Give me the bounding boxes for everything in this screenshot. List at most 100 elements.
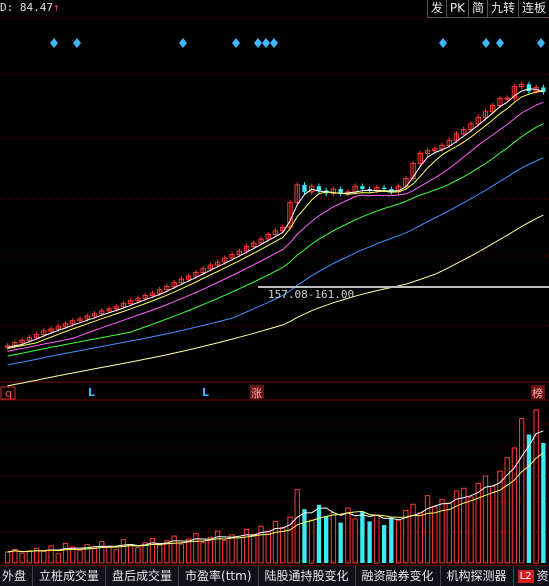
volume-bar [527,434,531,563]
price-annotation: 157.08-161.00 [258,287,549,301]
volume-bar [223,540,227,563]
grid-lines [0,18,549,532]
send-button[interactable]: 发 [427,0,446,18]
tab-pile-volume[interactable]: 立桩成交量 [33,566,106,586]
signal-diamond-icon [270,38,278,48]
volume-bar [215,531,219,563]
candle [317,184,321,194]
tab-pe-ttm[interactable]: 市盈率(ttm) [179,566,258,586]
candle [541,85,545,95]
tab-institution-detector[interactable]: 机构探测器 [441,566,514,586]
volume-bar [237,538,241,563]
volume-bar [367,521,371,563]
tab-outer-market[interactable]: 外盘 [0,566,33,586]
candle-body [302,185,306,192]
volume-bar [252,534,256,563]
volume-ma10-line [8,453,544,552]
tab-northbound-holdings[interactable]: 陆股通持股变化 [259,566,356,586]
tab-after-hours-volume[interactable]: 盘后成交量 [106,566,179,586]
indicator-tab-bar: 外盘 立桩成交量 盘后成交量 市盈率(ttm) 陆股通持股变化 融资融券变化 机… [0,565,549,586]
candle [425,148,429,156]
volume-bar [121,540,125,563]
volume-bar [259,526,263,563]
volume-bar [179,544,183,563]
top-toolbar: 发 PK 简 九转 连板 [427,0,549,18]
volume-ma5-line [8,431,544,552]
tab-margin-trading[interactable]: 融资融券变化 [356,566,441,586]
volume-bar [230,535,234,563]
signal-diamond-icon [73,38,81,48]
volume-bar [353,519,357,563]
volume-bar [281,528,285,563]
ma60-line [8,124,544,356]
l2-badge[interactable]: L2 [518,570,534,583]
signal-diamond-icon [482,38,490,48]
volume-bar [462,488,466,563]
ma20-line [8,102,544,351]
volume-bar [27,551,31,563]
nine-turn-button[interactable]: 九转 [487,0,518,18]
event-label-limit-up[interactable]: 涨 [251,387,262,400]
ma120-line [8,158,544,365]
candle [512,84,516,101]
volume-bar [360,512,364,563]
signal-diamond-icon [537,38,545,48]
volume-bar [100,542,104,563]
moving-average-lines [8,89,544,386]
simple-button[interactable]: 简 [468,0,487,18]
candle-body [360,186,364,189]
left-badge[interactable]: q [5,387,12,400]
volume-bar [519,419,523,563]
signal-markers [50,38,545,48]
indicator-arrow-icon: ↑ [53,1,60,14]
volume-bar [447,503,451,563]
volume-bar [346,508,350,563]
volume-bar [157,545,161,563]
low-label-2: L [202,386,209,399]
candle [411,161,415,181]
volume-bar [129,545,133,563]
volume-bar [491,486,495,563]
candle-body [317,186,321,190]
stock-chart[interactable]: 157.08-161.00 q L L 涨 榜 [0,0,549,564]
volume-bar [114,550,118,563]
volume-bar [107,546,111,563]
candle [331,186,335,196]
candle [527,82,531,94]
volume-bar [150,539,154,563]
volume-bar [389,518,393,563]
volume-bars [5,410,545,563]
event-label-list[interactable]: 榜 [532,386,543,400]
indicator-value: D: 84.47 [0,1,53,14]
volume-bar [476,483,480,563]
pk-button[interactable]: PK [446,0,468,18]
volume-bar [273,521,277,563]
signal-diamond-icon [439,38,447,48]
volume-bar [20,553,24,563]
volume-bar [266,531,270,563]
candlestick-series [5,82,545,351]
volume-bar [425,496,429,563]
volume-bar [92,548,96,563]
marker-row: q L L 涨 榜 [1,385,545,400]
volume-bar [433,507,437,563]
signal-diamond-icon [254,38,262,48]
volume-bar [194,534,198,563]
signal-diamond-icon [496,38,504,48]
volume-bar [331,513,335,563]
volume-bar [78,550,82,563]
tab-capital[interactable]: 资 [534,566,549,586]
signal-diamond-icon [232,38,240,48]
price-range-label: 157.08-161.00 [268,288,354,301]
volume-bar [5,552,9,563]
volume-bar [49,546,53,563]
volume-bar [483,476,487,563]
volume-bar [201,542,205,563]
candle [396,184,400,195]
low-label-1: L [88,386,95,399]
consecutive-limit-button[interactable]: 连板 [518,0,549,18]
volume-bar [375,515,379,563]
volume-bar [418,513,422,563]
candle [302,182,306,194]
volume-bar [382,525,386,563]
